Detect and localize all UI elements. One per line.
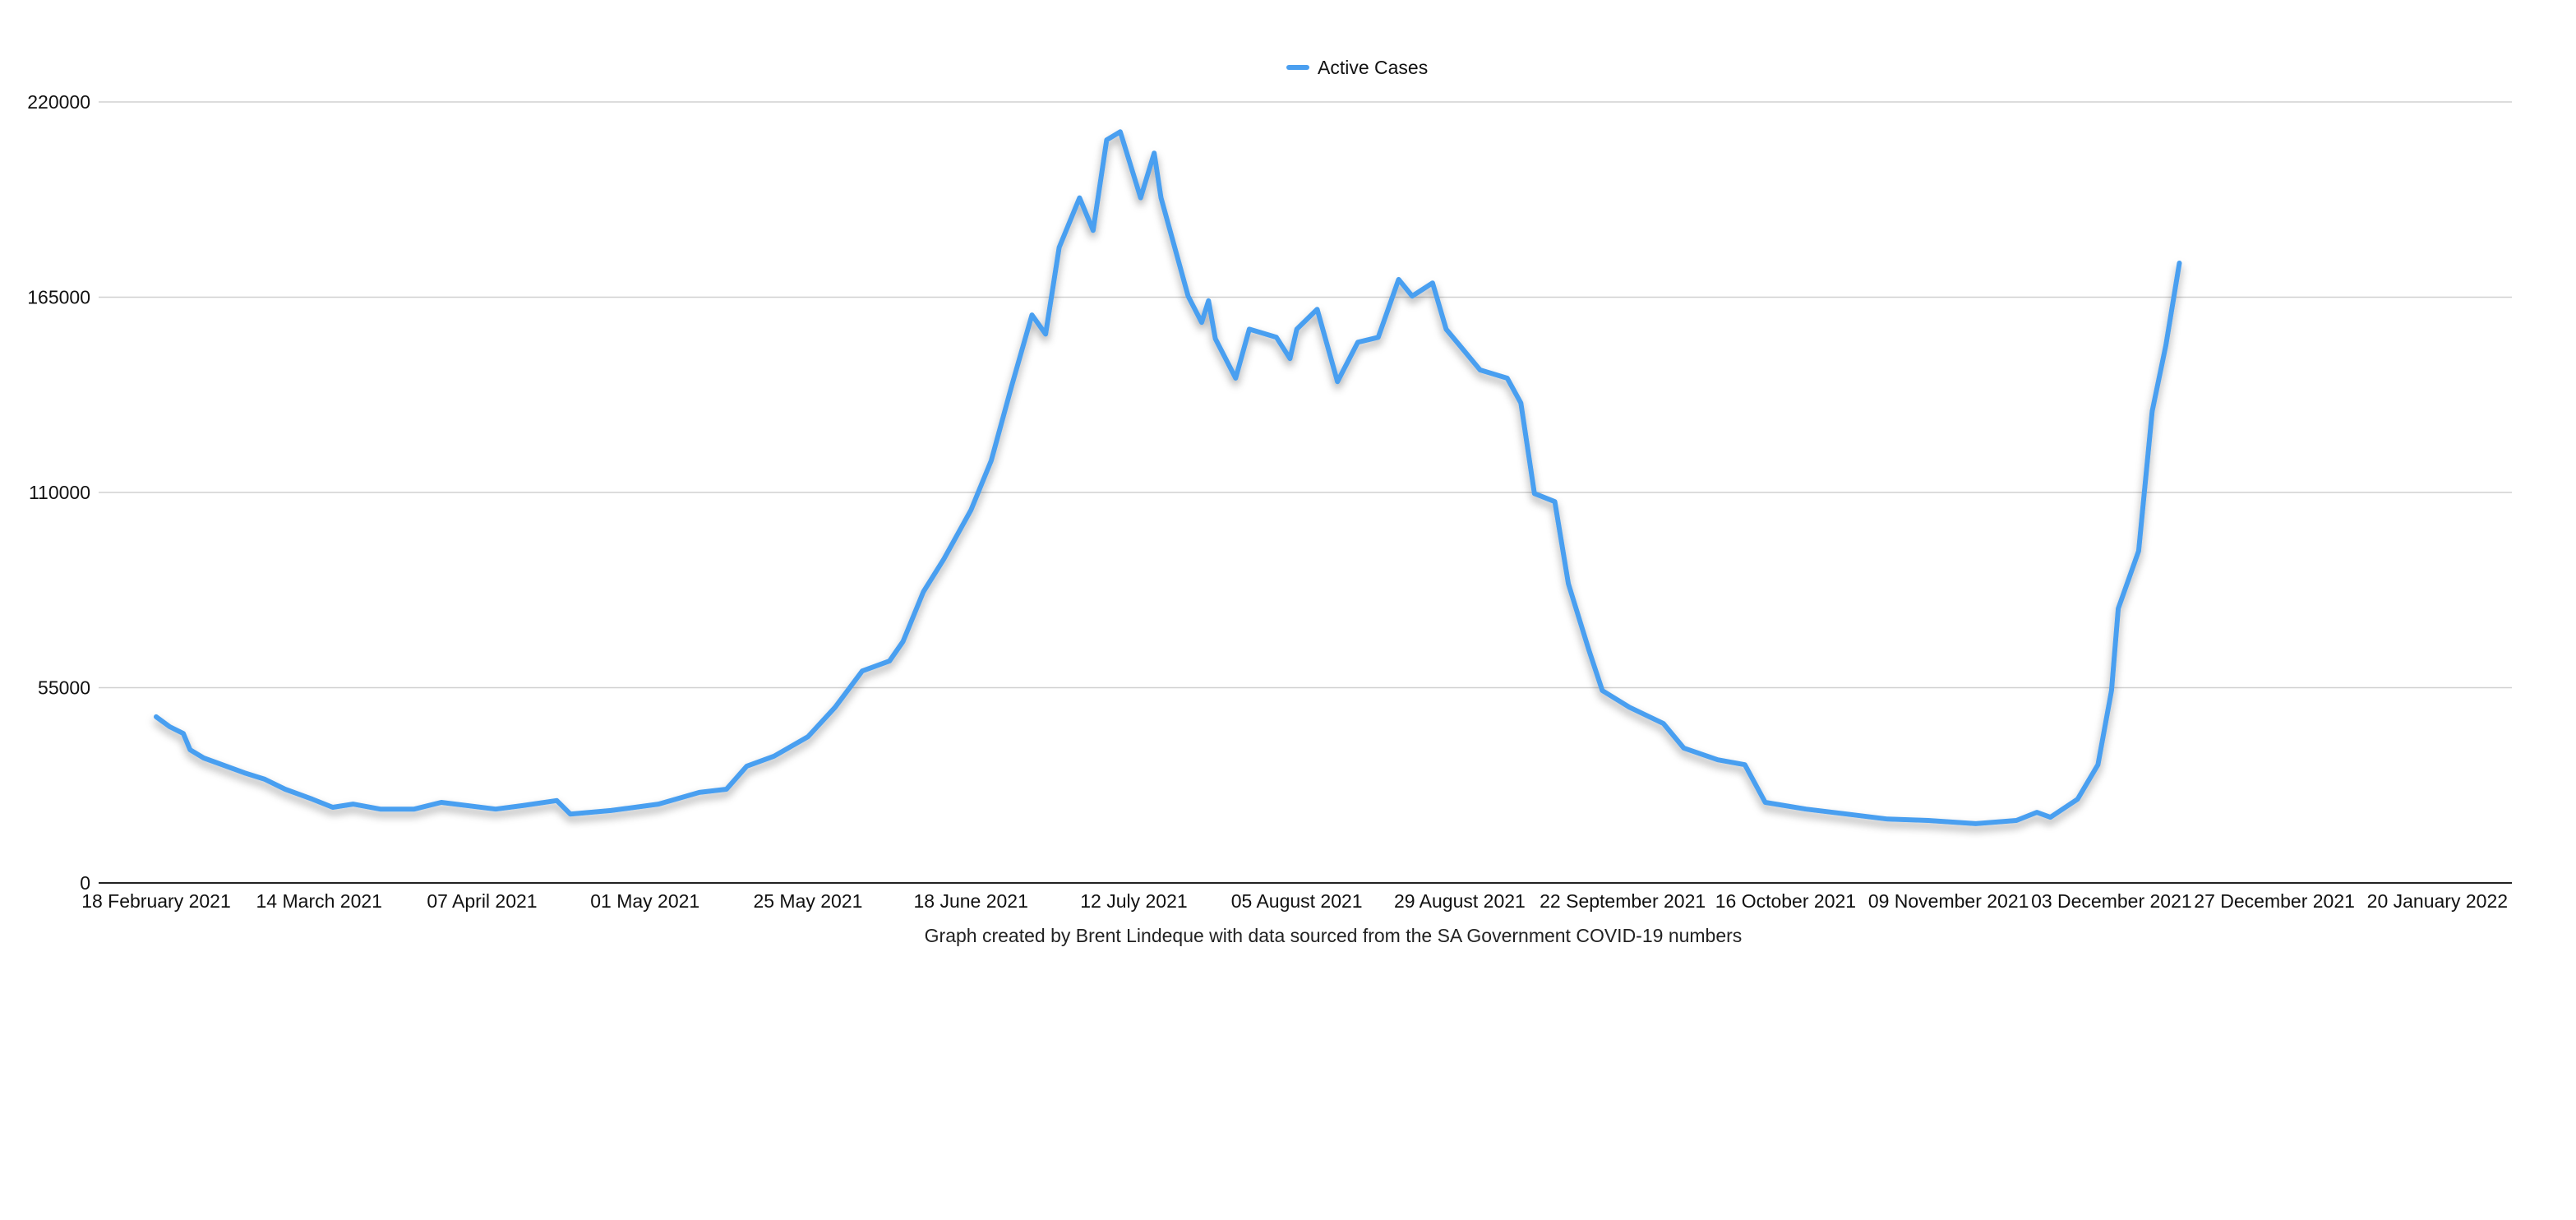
x-tick-label: 22 September 2021 (1540, 890, 1706, 912)
y-tick-label: 220000 (27, 91, 90, 113)
x-tick-label: 03 December 2021 (2031, 890, 2192, 912)
x-tick-label: 07 April 2021 (427, 890, 537, 912)
y-tick-label: 55000 (38, 677, 90, 699)
x-tick-label: 27 December 2021 (2194, 890, 2355, 912)
x-tick-label: 20 January 2022 (2367, 890, 2508, 912)
x-tick-label: 05 August 2021 (1231, 890, 1363, 912)
x-tick-label: 25 May 2021 (753, 890, 862, 912)
x-tick-label: 12 July 2021 (1080, 890, 1187, 912)
x-tick-label: 14 March 2021 (256, 890, 382, 912)
x-tick-label: 16 October 2021 (1715, 890, 1856, 912)
series-line-active-cases (154, 129, 2182, 826)
y-tick-label: 0 (80, 872, 90, 894)
y-tick-label: 165000 (27, 287, 90, 308)
chart-caption: Graph created by Brent Lindeque with dat… (925, 925, 1743, 946)
legend: Active Cases (1286, 57, 1428, 78)
gridlines (99, 101, 2512, 689)
x-axis-ticks: 18 February 2021 14 March 2021 07 April 20… (81, 890, 2508, 912)
y-axis-ticks: 0 55000 110000 165000 220000 (27, 91, 90, 894)
y-tick-label: 110000 (29, 482, 90, 503)
x-tick-label: 29 August 2021 (1394, 890, 1526, 912)
legend-label-active-cases: Active Cases (1318, 57, 1428, 78)
x-tick-label: 01 May 2021 (590, 890, 699, 912)
x-tick-label: 09 November 2021 (1868, 890, 2029, 912)
x-tick-label: 18 February 2021 (81, 890, 231, 912)
x-tick-label: 18 June 2021 (913, 890, 1027, 912)
